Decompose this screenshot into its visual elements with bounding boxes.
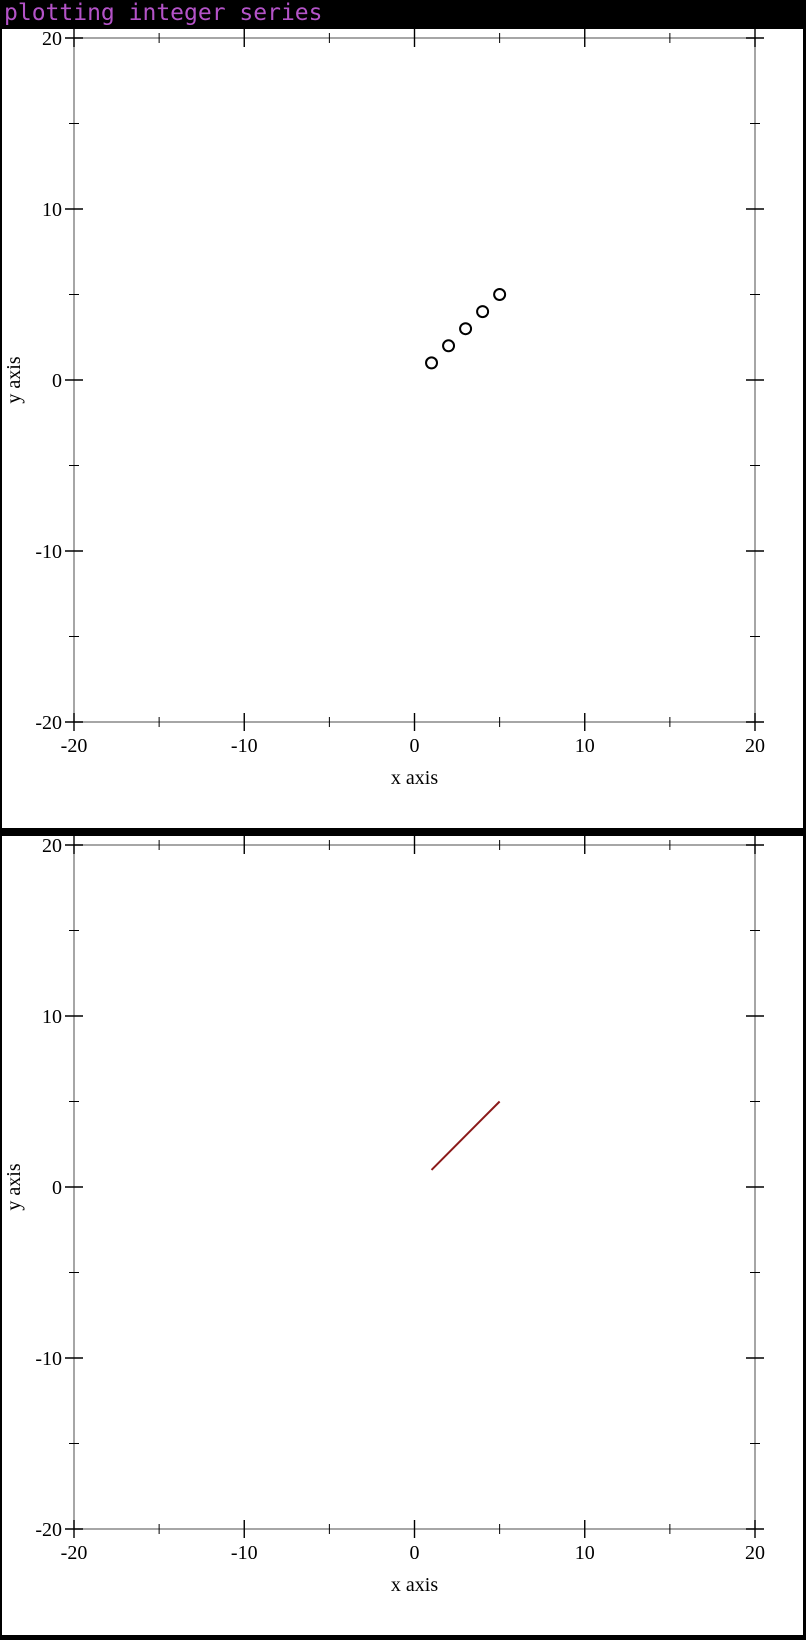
plot-frame xyxy=(73,844,756,1530)
data-point xyxy=(476,305,490,319)
x-tick-label: 10 xyxy=(575,1542,595,1564)
y-tick-label: 0 xyxy=(52,370,62,392)
x-tick-label: -10 xyxy=(231,735,258,757)
line-plot: -20 -10 0 10 20 -20 -10 0 10 20 x axis y axis xyxy=(3,836,765,1596)
y-tick-label: 20 xyxy=(42,836,62,857)
x-tick-label: 20 xyxy=(745,1542,765,1564)
y-tick-label: -20 xyxy=(35,712,62,734)
x-tick-label: 0 xyxy=(410,735,420,757)
y-axis-label: y axis xyxy=(3,356,25,403)
data-point xyxy=(425,356,439,370)
x-tick-label: 20 xyxy=(745,735,765,757)
y-tick-label: -10 xyxy=(35,541,62,563)
x-tick-label: -20 xyxy=(61,735,88,757)
y-tick-label: -20 xyxy=(35,1519,62,1541)
x-tick-label: -20 xyxy=(61,1542,88,1564)
y-tick-label: 10 xyxy=(42,199,62,221)
y-axis-label: y axis xyxy=(3,1163,25,1210)
x-tick-label: -10 xyxy=(231,1542,258,1564)
plot-frame xyxy=(73,37,756,723)
y-tick-label: 20 xyxy=(42,29,62,50)
line-plot-panel: -20 -10 0 10 20 -20 -10 0 10 20 x axis y axis xyxy=(2,836,803,1635)
x-axis-label: x axis xyxy=(391,767,438,789)
data-point xyxy=(442,339,456,353)
series-line xyxy=(430,1100,501,1171)
x-tick-label: 0 xyxy=(410,1542,420,1564)
scatter-plot: -20 -10 0 10 20 -20 -10 0 10 20 x axis y axis xyxy=(3,29,765,789)
x-tick-label: 10 xyxy=(575,735,595,757)
page-title: plotting integer series xyxy=(4,0,323,26)
data-point xyxy=(459,322,473,336)
y-tick-label: 10 xyxy=(42,1006,62,1028)
x-axis-label: x axis xyxy=(391,1574,438,1596)
y-tick-label: 0 xyxy=(52,1177,62,1199)
data-point xyxy=(493,288,507,301)
y-tick-label: -10 xyxy=(35,1348,62,1370)
scatter-plot-panel: -20 -10 0 10 20 -20 -10 0 10 20 x axis y axis xyxy=(2,29,803,828)
